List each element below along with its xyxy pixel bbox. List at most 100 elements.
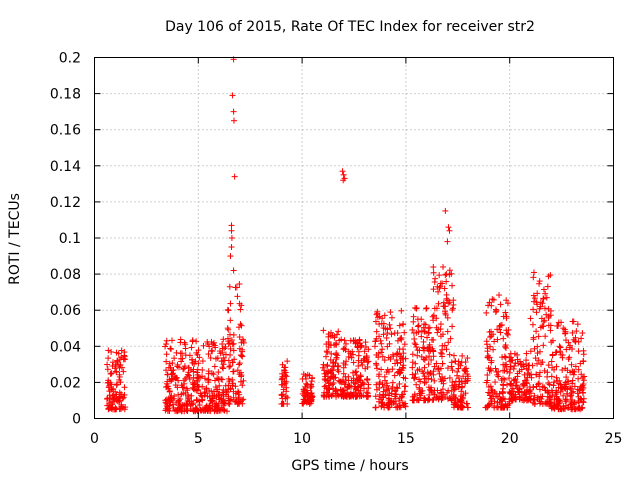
data-point: [302, 372, 309, 379]
y-tick-label: 0.1: [59, 231, 81, 247]
data-point: [392, 400, 399, 407]
data-point: [199, 358, 206, 365]
data-point: [535, 357, 542, 364]
data-point: [451, 382, 458, 389]
data-point: [538, 315, 545, 322]
data-point: [423, 305, 430, 312]
data-point: [205, 351, 212, 358]
data-point: [421, 328, 428, 335]
data-point: [540, 295, 547, 302]
data-point: [414, 352, 421, 359]
data-point: [299, 375, 306, 382]
data-point: [556, 343, 563, 350]
data-point: [230, 267, 237, 274]
data-point: [300, 386, 307, 393]
data-point: [446, 374, 453, 381]
data-point: [412, 370, 419, 377]
data-point: [106, 400, 113, 407]
data-point: [203, 404, 210, 411]
data-point: [182, 345, 189, 352]
data-point: [446, 351, 453, 358]
data-point: [181, 408, 188, 415]
data-point: [119, 395, 126, 402]
data-point: [553, 387, 560, 394]
data-point: [227, 363, 234, 370]
data-point: [506, 369, 513, 376]
data-point: [119, 404, 126, 411]
data-point: [386, 390, 393, 397]
data-point: [240, 339, 247, 346]
data-point: [219, 349, 226, 356]
data-point: [486, 354, 493, 361]
data-point: [463, 400, 470, 407]
data-point: [445, 339, 452, 346]
data-point: [401, 341, 408, 348]
data-point: [116, 398, 123, 405]
data-point: [523, 350, 530, 357]
data-point: [391, 372, 398, 379]
data-point: [232, 383, 239, 390]
data-point: [396, 397, 403, 404]
data-point: [552, 349, 559, 356]
data-point: [392, 360, 399, 367]
data-point: [517, 358, 524, 365]
data-point: [379, 353, 386, 360]
data-point: [439, 394, 446, 401]
data-point: [342, 381, 349, 388]
data-point: [216, 407, 223, 414]
data-point: [335, 362, 342, 369]
data-point: [415, 322, 422, 329]
data-point: [224, 325, 231, 332]
data-point: [168, 371, 175, 378]
data-point: [436, 284, 443, 291]
data-point: [168, 346, 175, 353]
data-point: [515, 388, 522, 395]
data-point: [230, 347, 237, 354]
data-point: [235, 396, 242, 403]
data-point: [563, 346, 570, 353]
data-point: [418, 316, 425, 323]
data-point: [375, 373, 382, 380]
data-point: [216, 392, 223, 399]
data-point: [172, 382, 179, 389]
data-point: [168, 397, 175, 404]
data-point: [166, 360, 173, 367]
data-point: [443, 295, 450, 302]
data-point: [200, 342, 207, 349]
data-point: [353, 339, 360, 346]
data-point: [559, 354, 566, 361]
data-point: [409, 364, 416, 371]
data-point: [400, 374, 407, 381]
data-point: [193, 406, 200, 413]
data-point: [540, 342, 547, 349]
data-point: [355, 362, 362, 369]
data-point: [355, 357, 362, 364]
data-point: [496, 399, 503, 406]
data-point: [356, 390, 363, 397]
data-point: [162, 397, 169, 404]
data-point: [498, 403, 505, 410]
x-tick-label: 10: [293, 431, 311, 447]
data-point: [455, 375, 462, 382]
data-point: [228, 227, 235, 234]
data-point: [530, 399, 537, 406]
data-point: [201, 389, 208, 396]
data-point: [238, 369, 245, 376]
data-point: [209, 392, 216, 399]
data-point: [279, 391, 286, 398]
data-point: [485, 383, 492, 390]
data-point: [435, 300, 442, 307]
data-point: [229, 359, 236, 366]
data-point: [350, 338, 357, 345]
data-point: [502, 354, 509, 361]
data-point: [278, 392, 285, 399]
data-point: [397, 335, 404, 342]
data-point: [400, 320, 407, 327]
data-point: [516, 393, 523, 400]
data-point: [364, 359, 371, 366]
data-point: [190, 374, 197, 381]
data-point: [499, 354, 506, 361]
chart-title: Day 106 of 2015, Rate Of TEC Index for r…: [165, 19, 535, 35]
data-point: [107, 370, 114, 377]
data-point: [483, 338, 490, 345]
